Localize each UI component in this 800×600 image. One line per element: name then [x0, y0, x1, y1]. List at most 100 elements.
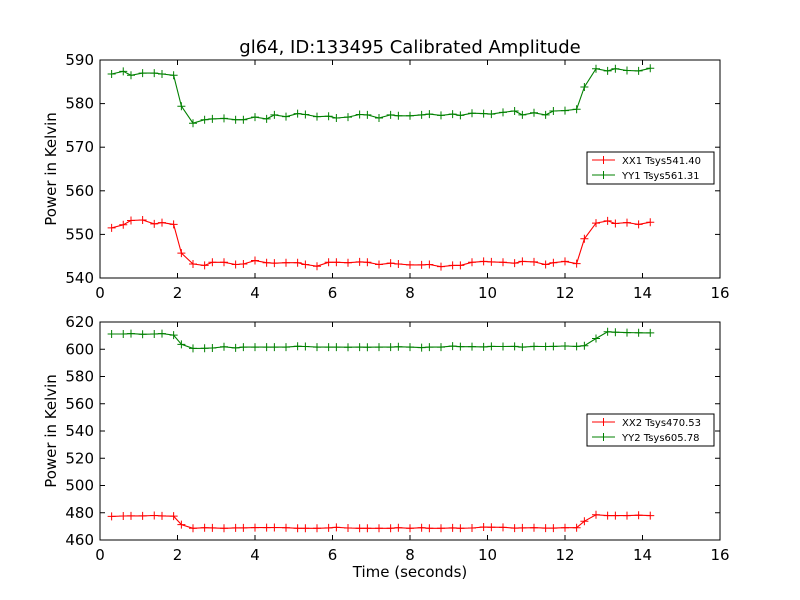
data-point: [603, 511, 612, 520]
data-point: [456, 524, 465, 533]
x-tick-label: 4: [250, 546, 260, 564]
y-tick-label: 580: [65, 95, 94, 113]
data-point: [394, 260, 403, 269]
data-point: [138, 511, 147, 520]
data-point: [251, 343, 259, 352]
x-tick-label: 14: [633, 284, 652, 302]
data-point: [231, 343, 240, 352]
data-point: [448, 342, 457, 351]
y-tick-label: 620: [65, 313, 94, 331]
data-point: [456, 261, 465, 270]
data-point: [344, 343, 352, 352]
data-point: [425, 343, 434, 352]
data-point: [549, 258, 558, 267]
data-point: [394, 342, 403, 351]
data-point: [107, 329, 116, 338]
data-point: [603, 327, 612, 336]
data-point: [603, 216, 612, 225]
data-point: [592, 64, 600, 73]
data-point: [189, 260, 197, 269]
data-point: [623, 328, 631, 337]
data-point: [138, 69, 147, 78]
data-point: [231, 115, 240, 124]
data-point: [208, 523, 217, 532]
data-point: [487, 523, 496, 532]
data-point: [530, 257, 538, 266]
data-point: [158, 511, 166, 520]
chart-title: gl64, ID:133495 Calibrated Amplitude: [239, 37, 580, 58]
data-point: [406, 260, 414, 269]
data-point: [332, 343, 341, 352]
y-tick-label: 570: [65, 138, 94, 156]
data-point: [448, 110, 457, 119]
data-point: [270, 110, 279, 119]
data-point: [293, 342, 302, 351]
data-point: [208, 114, 217, 123]
legend-marker: [599, 156, 608, 164]
data-point: [301, 110, 310, 119]
data-point: [293, 109, 302, 118]
data-point: [592, 510, 600, 519]
data-point: [150, 69, 159, 78]
data-point: [572, 259, 581, 268]
data-point: [270, 523, 279, 532]
data-point: [220, 342, 228, 351]
data-point: [646, 64, 655, 73]
data-point: [437, 111, 445, 120]
data-point: [456, 111, 465, 120]
data-point: [623, 218, 631, 227]
legend-label: YY2 Tsys605.78: [621, 433, 700, 444]
data-point: [386, 524, 395, 533]
y-axis-label: Power in Kelvin: [42, 112, 60, 226]
data-point: [592, 219, 600, 228]
data-point: [623, 511, 631, 520]
data-point: [623, 66, 631, 75]
data-point: [324, 112, 333, 121]
data-point: [518, 523, 527, 532]
data-point: [324, 258, 333, 267]
data-point: [646, 328, 655, 337]
data-point: [499, 108, 507, 117]
data-point: [561, 257, 569, 266]
data-point: [611, 219, 620, 228]
data-point: [231, 260, 240, 269]
y-tick-label: 560: [65, 395, 94, 413]
data-point: [239, 115, 248, 124]
x-tick-label: 6: [328, 284, 338, 302]
data-point: [518, 343, 527, 352]
data-point: [510, 524, 519, 533]
y-tick-label: 550: [65, 225, 94, 243]
data-point: [127, 216, 135, 225]
data-point: [208, 344, 217, 353]
legend-marker: [599, 433, 608, 441]
x-tick-label: 12: [555, 546, 574, 564]
data-point: [530, 108, 538, 117]
data-point: [406, 111, 414, 120]
data-point: [189, 524, 197, 533]
data-point: [572, 523, 581, 532]
data-point: [646, 511, 655, 520]
data-point: [177, 520, 186, 529]
data-point: [127, 71, 135, 80]
data-point: [549, 107, 558, 116]
data-point: [313, 343, 321, 352]
data-point: [220, 258, 228, 267]
data-point: [487, 110, 496, 119]
data-point: [344, 113, 352, 122]
data-point: [530, 342, 538, 351]
data-point: [541, 342, 550, 351]
y-tick-label: 540: [65, 269, 94, 287]
data-point: [363, 343, 372, 352]
data-point: [541, 524, 550, 533]
data-point: [231, 523, 240, 532]
data-point: [313, 524, 321, 533]
data-point: [448, 523, 457, 532]
data-point: [510, 342, 519, 351]
data-point: [301, 260, 310, 269]
data-point: [437, 524, 445, 533]
legend-box: [586, 151, 715, 185]
data-point: [138, 216, 147, 225]
y-tick-label: 460: [65, 531, 94, 549]
